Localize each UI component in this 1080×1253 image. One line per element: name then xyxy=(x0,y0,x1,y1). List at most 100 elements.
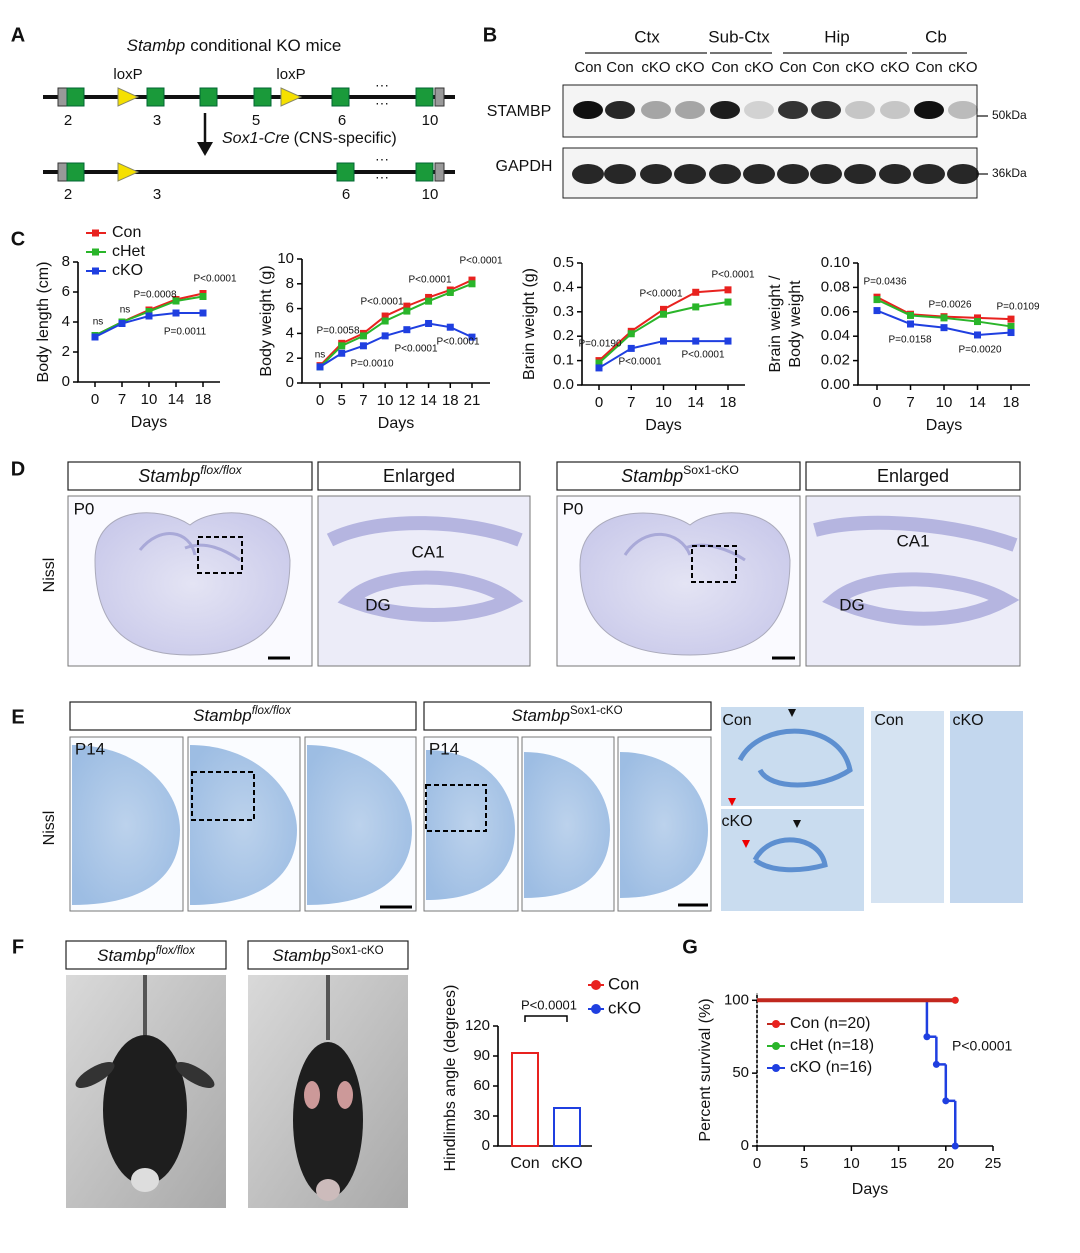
y-tick-label: 0.10 xyxy=(821,254,850,271)
lane-label: cKO xyxy=(744,59,773,76)
legend-marker xyxy=(92,248,99,256)
region-label: Ctx xyxy=(634,27,660,46)
x-tick-label: 14 xyxy=(687,394,704,411)
blot-band xyxy=(709,164,741,184)
data-point xyxy=(381,312,389,320)
gene: Stambp xyxy=(272,946,331,965)
group-label: cKO xyxy=(952,712,983,729)
data-point xyxy=(942,1097,950,1105)
genotype: Sox1-cKO xyxy=(331,945,384,957)
lane-label: Con xyxy=(915,59,943,76)
mouse-photos xyxy=(65,940,409,1208)
data-point xyxy=(381,317,389,325)
annotation: P=0.0436 xyxy=(863,277,907,288)
lane-label: Con xyxy=(711,59,739,76)
x-tick-label: 7 xyxy=(359,392,367,409)
y-tick-label: 0.06 xyxy=(821,303,850,320)
y-tick-label: 100 xyxy=(724,991,749,1008)
series-line xyxy=(319,282,473,368)
gene: Stambp xyxy=(193,706,252,725)
lane-label: Con xyxy=(606,59,634,76)
data-point xyxy=(446,323,454,331)
legend-marker xyxy=(772,1064,780,1072)
exon-number: 2 xyxy=(64,186,72,203)
blot-band xyxy=(880,101,910,119)
panel-label: G xyxy=(682,936,698,958)
y-tick-label: 2 xyxy=(62,343,70,360)
data-point xyxy=(91,333,99,341)
annotation: ns xyxy=(93,317,104,328)
lane-label: cKO xyxy=(845,59,874,76)
blot-band xyxy=(914,101,944,119)
exon-number: 10 xyxy=(422,112,439,129)
region-label: Cb xyxy=(925,27,947,46)
x-tick-label: 0 xyxy=(595,394,603,411)
data-point xyxy=(381,332,389,340)
data-point xyxy=(627,344,635,352)
y-tick-label: 4 xyxy=(62,313,70,330)
data-point xyxy=(172,309,180,317)
y-axis-label: Body weight xyxy=(787,280,804,368)
header: Enlarged xyxy=(383,466,455,486)
annotation: P<0.0001 xyxy=(952,1038,1013,1054)
panel-label: F xyxy=(12,936,24,958)
y-tick-label: 8 xyxy=(286,275,294,292)
x-tick-label: 15 xyxy=(890,1155,907,1172)
x-tick-label: 7 xyxy=(118,391,126,408)
legend-label: cHet (n=18) xyxy=(790,1037,874,1054)
x-tick-label: 0 xyxy=(91,391,99,408)
rich-label: Stambpflox/flox xyxy=(138,463,242,486)
rich-label: Sox1-Cre (CNS-specific) xyxy=(222,130,397,147)
legend-marker xyxy=(92,267,99,275)
data-point xyxy=(316,363,324,371)
rich-label: Stambpflox/flox xyxy=(193,705,292,725)
data-point xyxy=(425,293,433,301)
y-tick-label: 0.1 xyxy=(553,352,574,369)
y-tick-label: 0.04 xyxy=(821,327,850,344)
annotation: ns xyxy=(315,350,326,361)
axes xyxy=(301,259,490,384)
data-point xyxy=(951,996,959,1004)
annotation: P=0.0109 xyxy=(996,302,1040,313)
x-tick-label: 14 xyxy=(420,392,437,409)
region-label: CA1 xyxy=(896,531,929,550)
cre-text: (CNS-specific) xyxy=(294,130,397,147)
blot-band xyxy=(844,164,876,184)
rich-label: StambpSox1-cKO xyxy=(511,705,622,725)
data-point xyxy=(873,296,881,304)
data-point xyxy=(692,303,700,311)
stain-label: Nissl xyxy=(41,558,58,593)
rich-label: StambpSox1-cKO xyxy=(272,945,383,965)
ellipsis: ··· xyxy=(375,77,389,93)
legend-marker xyxy=(772,1020,780,1028)
blot-band xyxy=(573,101,603,119)
x-tick-label: cKO xyxy=(551,1155,582,1172)
blot-band xyxy=(879,164,911,184)
lane-label: cKO xyxy=(948,59,977,76)
panel-label: E xyxy=(11,706,24,728)
x-tick-label: Con xyxy=(510,1155,539,1172)
x-tick-label: 25 xyxy=(985,1155,1002,1172)
data-point xyxy=(172,297,180,305)
x-axis-label: Days xyxy=(852,1181,888,1198)
ellipsis: ··· xyxy=(375,169,389,185)
genotype: Sox1-cKO xyxy=(683,463,739,477)
blot-band xyxy=(640,164,672,184)
y-tick-label: 50 xyxy=(732,1064,749,1081)
region-label: DG xyxy=(839,595,865,614)
data-point xyxy=(923,1033,931,1041)
y-tick-label: 6 xyxy=(286,300,294,317)
blot-band xyxy=(777,164,809,184)
data-point xyxy=(145,308,153,315)
x-axis-label: Days xyxy=(378,415,414,432)
x-tick-label: 10 xyxy=(936,394,953,411)
data-point xyxy=(660,310,667,318)
nissl-p0-images xyxy=(67,461,1021,667)
y-axis-label: Body length (cm) xyxy=(35,262,52,383)
data-point xyxy=(359,332,367,340)
annotation: P=0.0011 xyxy=(164,327,207,338)
exon-number: 3 xyxy=(153,112,161,129)
blot-band xyxy=(778,101,808,119)
stain-label: Nissl xyxy=(41,811,58,846)
lane-label: cKO xyxy=(880,59,909,76)
